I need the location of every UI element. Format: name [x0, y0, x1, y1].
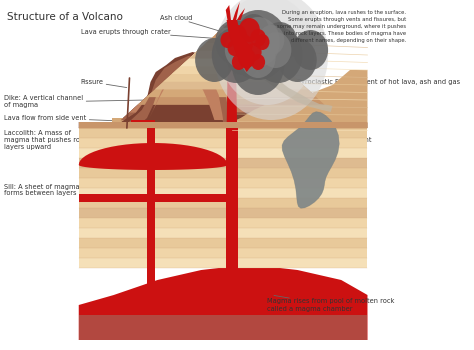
Polygon shape [79, 148, 367, 158]
Text: Structure of a Volcano: Structure of a Volcano [7, 12, 123, 22]
Circle shape [229, 25, 247, 45]
Polygon shape [282, 112, 339, 208]
Text: Lava rises through central vent: Lava rises through central vent [247, 137, 371, 145]
Text: Fissure: Fissure [81, 79, 127, 88]
Polygon shape [129, 20, 333, 113]
Text: Extinct magma chamber: Extinct magma chamber [267, 158, 349, 168]
Polygon shape [79, 208, 367, 218]
Polygon shape [79, 265, 367, 340]
Circle shape [219, 0, 315, 105]
Polygon shape [120, 20, 342, 120]
Circle shape [238, 14, 270, 50]
Circle shape [215, 20, 254, 64]
Polygon shape [227, 20, 254, 72]
Text: Lava erupts through crater: Lava erupts through crater [81, 29, 235, 40]
Polygon shape [79, 128, 367, 138]
Circle shape [260, 32, 292, 68]
Polygon shape [164, 20, 300, 82]
Polygon shape [79, 143, 228, 170]
Polygon shape [79, 198, 367, 208]
Polygon shape [112, 52, 232, 128]
Text: Pyroclastic Flow: Torrent of hot lava, ash and gas: Pyroclastic Flow: Torrent of hot lava, a… [298, 79, 461, 101]
Circle shape [239, 18, 260, 42]
Polygon shape [131, 120, 155, 128]
Polygon shape [112, 20, 350, 128]
Circle shape [293, 30, 328, 70]
Polygon shape [79, 188, 367, 198]
Polygon shape [233, 2, 240, 20]
Polygon shape [79, 238, 367, 248]
Polygon shape [112, 118, 350, 128]
Polygon shape [226, 128, 238, 295]
Circle shape [238, 48, 255, 68]
Polygon shape [79, 56, 367, 128]
Polygon shape [147, 128, 155, 295]
Polygon shape [79, 315, 367, 340]
Text: During an eruption, lava rushes to the surface.
Some erupts through vents and fi: During an eruption, lava rushes to the s… [277, 10, 406, 43]
Circle shape [263, 22, 298, 62]
Polygon shape [181, 20, 283, 66]
Circle shape [232, 35, 284, 95]
Polygon shape [232, 70, 367, 128]
Polygon shape [227, 20, 237, 128]
Polygon shape [223, 20, 240, 28]
Circle shape [212, 27, 261, 83]
Circle shape [228, 40, 241, 56]
Circle shape [228, 10, 289, 80]
Polygon shape [79, 258, 367, 268]
Circle shape [246, 43, 262, 61]
Polygon shape [172, 20, 291, 74]
Polygon shape [259, 70, 332, 112]
Polygon shape [215, 20, 249, 35]
Polygon shape [237, 8, 245, 20]
Circle shape [225, 32, 256, 68]
Circle shape [250, 29, 266, 47]
Polygon shape [155, 20, 308, 90]
Circle shape [241, 38, 275, 78]
Circle shape [236, 17, 280, 67]
Circle shape [214, 0, 328, 120]
Polygon shape [146, 20, 316, 97]
Circle shape [258, 25, 284, 55]
Polygon shape [189, 20, 274, 58]
Circle shape [254, 27, 303, 83]
Polygon shape [79, 168, 367, 178]
Circle shape [232, 54, 246, 70]
Text: Dike: A vertical channel
of magma: Dike: A vertical channel of magma [4, 96, 144, 108]
Circle shape [226, 35, 261, 75]
Text: Magma rises from pool of molten rock
called a magma chamber: Magma rises from pool of molten rock cal… [267, 295, 394, 312]
Circle shape [251, 54, 265, 70]
Polygon shape [145, 65, 223, 128]
Circle shape [234, 34, 253, 56]
Polygon shape [122, 55, 232, 128]
Circle shape [255, 34, 270, 50]
Polygon shape [282, 112, 339, 208]
Polygon shape [198, 20, 265, 51]
Text: Ash cloud: Ash cloud [160, 15, 246, 39]
Polygon shape [79, 122, 367, 128]
Polygon shape [79, 218, 367, 228]
Circle shape [278, 38, 317, 82]
Polygon shape [79, 178, 367, 188]
Text: Sill: A sheet of magma that
forms between layers of rock: Sill: A sheet of magma that forms betwee… [4, 183, 150, 198]
Polygon shape [112, 20, 350, 128]
Circle shape [195, 38, 234, 82]
Polygon shape [79, 158, 367, 168]
Polygon shape [226, 5, 231, 20]
Polygon shape [79, 228, 367, 238]
Polygon shape [79, 194, 236, 202]
Circle shape [220, 32, 235, 48]
Text: Lava flow from side vent: Lava flow from side vent [4, 115, 145, 122]
Polygon shape [79, 138, 367, 148]
Polygon shape [79, 248, 367, 258]
Text: Laccolith: A mass of
magma that pushes rock
layers upward: Laccolith: A mass of magma that pushes r… [4, 130, 150, 155]
Polygon shape [223, 25, 249, 70]
Polygon shape [206, 20, 257, 43]
Polygon shape [137, 20, 325, 105]
